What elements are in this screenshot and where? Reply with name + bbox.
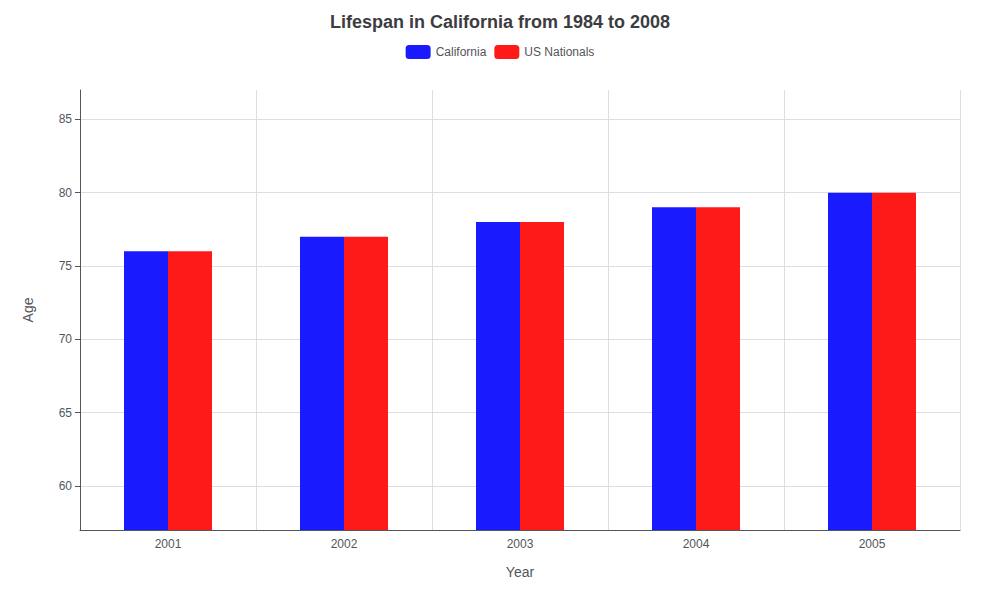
svg-text:2001: 2001: [155, 537, 182, 551]
svg-text:75: 75: [59, 259, 73, 273]
svg-text:2004: 2004: [683, 537, 710, 551]
svg-text:Age: Age: [20, 297, 36, 322]
svg-text:Year: Year: [506, 564, 535, 580]
svg-text:85: 85: [59, 112, 73, 126]
svg-text:70: 70: [59, 332, 73, 346]
svg-text:Lifespan in California from 19: Lifespan in California from 1984 to 2008: [330, 12, 670, 32]
svg-text:2003: 2003: [507, 537, 534, 551]
svg-text:65: 65: [59, 406, 73, 420]
svg-text:California: California: [436, 45, 487, 59]
svg-text:80: 80: [59, 186, 73, 200]
svg-text:US Nationals: US Nationals: [524, 45, 594, 59]
svg-text:60: 60: [59, 479, 73, 493]
svg-text:2005: 2005: [859, 537, 886, 551]
svg-text:2002: 2002: [331, 537, 358, 551]
